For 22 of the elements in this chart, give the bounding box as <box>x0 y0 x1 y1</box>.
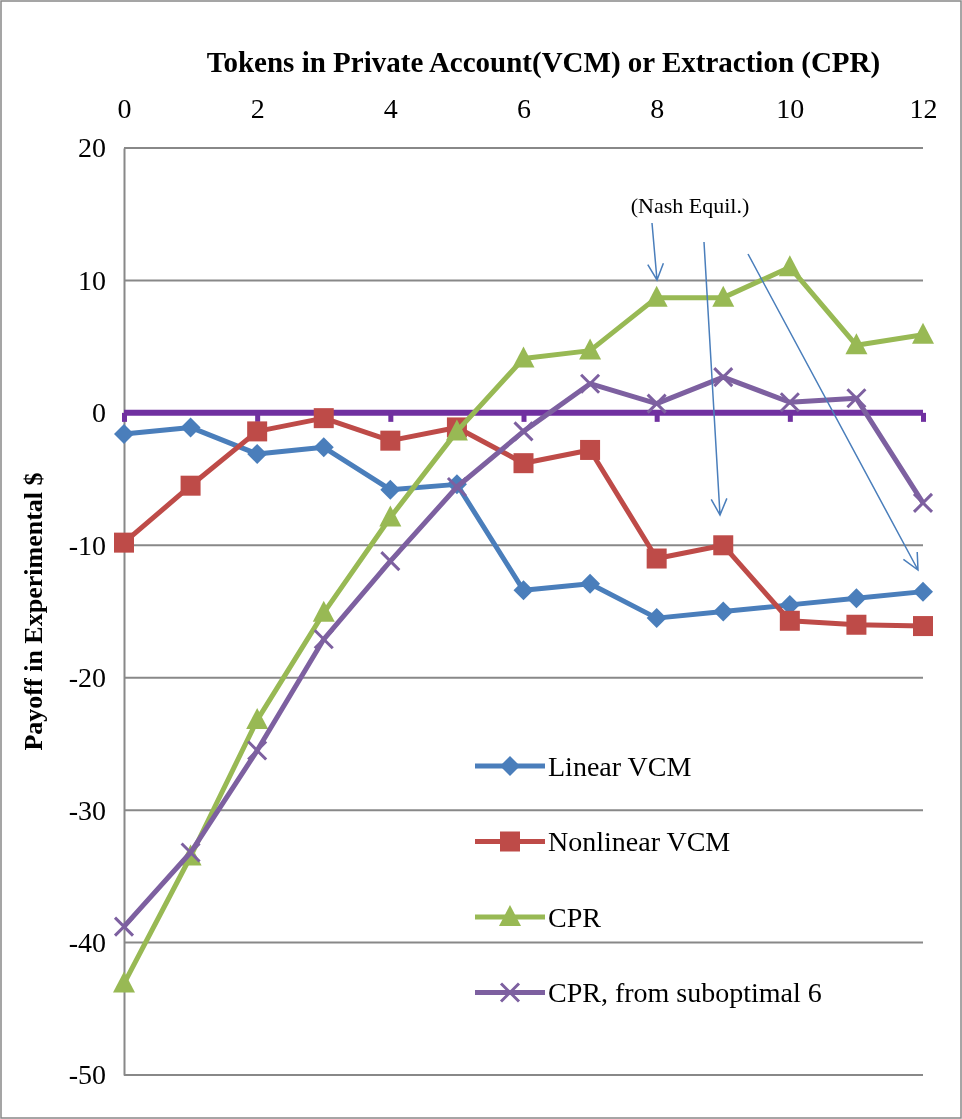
y-tick-label: 10 <box>78 264 106 296</box>
y-axis-title: Payoff in Experimental $ <box>19 472 48 751</box>
legend-label: CPR, from suboptimal 6 <box>548 977 822 1009</box>
x-tick-label: 4 <box>383 93 398 124</box>
x-tick-label: 0 <box>117 93 132 124</box>
x-tick-label: 12 <box>909 93 938 124</box>
chart-title: Tokens in Private Account(VCM) or Extraction (CPR) <box>206 46 881 79</box>
legend-label: CPR <box>548 901 602 933</box>
legend-label: Linear VCM <box>548 750 692 782</box>
y-tick-label: -30 <box>68 794 106 826</box>
annotation: (Nash Equil.) <box>630 193 750 218</box>
x-tick-label: 10 <box>776 93 805 124</box>
y-tick-label: -20 <box>68 662 106 694</box>
y-tick-label: -40 <box>68 927 106 959</box>
legend-label: Nonlinear VCM <box>548 826 731 858</box>
y-tick-label: 20 <box>78 132 106 164</box>
y-tick-label: -50 <box>68 1059 106 1091</box>
y-tick-label: -10 <box>68 529 106 561</box>
x-tick-label: 6 <box>517 93 531 124</box>
y-tick-label: 0 <box>92 397 106 429</box>
x-tick-label: 2 <box>250 93 265 124</box>
x-tick-label: 8 <box>650 93 665 124</box>
